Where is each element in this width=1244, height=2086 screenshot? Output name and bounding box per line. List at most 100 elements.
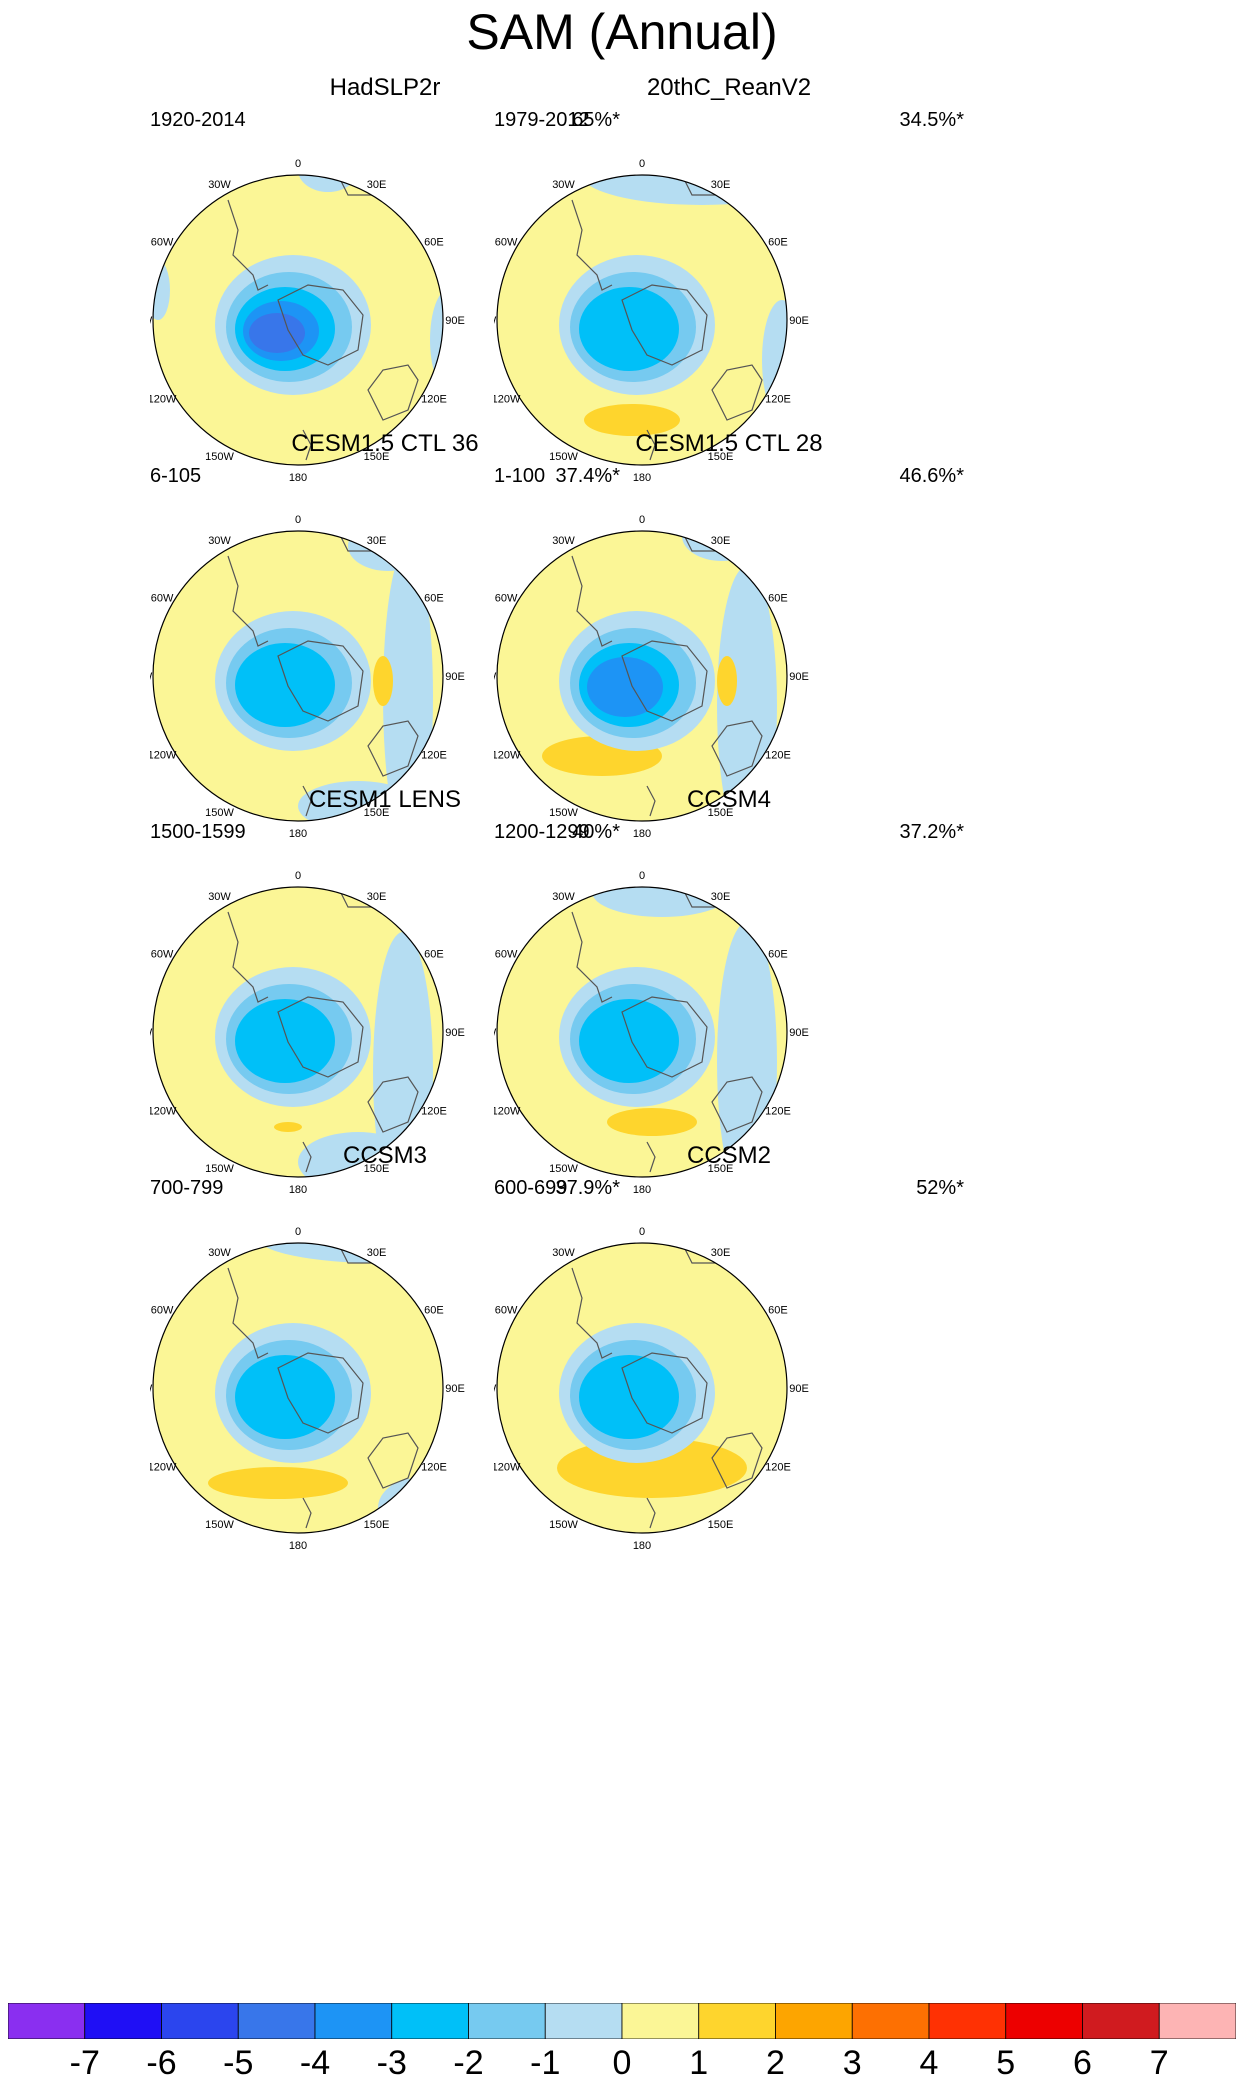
longitude-label: 120W xyxy=(494,1462,521,1474)
longitude-label: 60E xyxy=(424,237,444,249)
coastline xyxy=(227,555,269,647)
longitude-label: 120E xyxy=(765,394,791,406)
polar-map: 0 30E 60E 90E 120E 150E 180 150W 120W 90W 60W 30W xyxy=(494,158,809,484)
panel-title: HadSLP2r xyxy=(329,74,441,101)
colorbar-tick-label: -1 xyxy=(530,2044,561,2082)
longitude-label: 60E xyxy=(768,237,788,249)
colorbar-swatch xyxy=(1005,2003,1083,2039)
field-band-1-2 xyxy=(274,1122,302,1132)
coastline xyxy=(571,555,613,647)
longitude-label: 120E xyxy=(765,1106,791,1118)
variance-label: 52%* xyxy=(916,1177,964,1199)
colorbar-swatch xyxy=(314,2003,393,2039)
longitude-label: 30W xyxy=(552,179,575,191)
field-band-1-2 xyxy=(373,656,393,706)
longitude-label: 90W xyxy=(494,315,497,327)
coastline xyxy=(571,199,613,291)
map-panel: CESM1.5 CTL 36 6-105 37.4%* 0 30E 60E 90E 120E 1… xyxy=(150,430,620,870)
field-band-1-2 xyxy=(717,656,737,706)
longitude-label: 30E xyxy=(367,179,387,191)
colorbar-tick-label: 1 xyxy=(689,2044,709,2082)
panel-title: CESM1.5 CTL 36 xyxy=(291,430,479,457)
coastline xyxy=(367,720,419,777)
longitude-label: 180 xyxy=(633,472,651,484)
field-band-neg5 xyxy=(249,313,305,353)
colorbar-tick-label: 4 xyxy=(919,2044,939,2082)
map-boundary xyxy=(152,1242,444,1534)
colorbar-swatch xyxy=(84,2003,162,2039)
longitude-label: 0 xyxy=(295,158,301,170)
longitude-label: 90W xyxy=(150,1027,153,1039)
coastline xyxy=(277,1352,364,1434)
map-boundary xyxy=(152,530,444,822)
longitude-label: 0 xyxy=(639,158,645,170)
variance-label: 65%* xyxy=(572,109,620,131)
longitude-label: 30W xyxy=(208,891,231,903)
colorbar-swatch xyxy=(1158,2003,1236,2039)
coastline xyxy=(367,1432,419,1489)
longitude-label: 90W xyxy=(150,1383,153,1395)
map-panel: CESM1.5 CTL 28 1-100 46.6%* 0 30E 60E 90E 120E 1… xyxy=(494,430,964,870)
coastline xyxy=(711,720,763,777)
longitude-label: 30E xyxy=(367,535,387,547)
map-panel: CCSM4 1200-1299 37.2%* 0 30E 60E 90E 120E 150E 18… xyxy=(494,786,964,1226)
longitude-label: 60E xyxy=(424,949,444,961)
figure-title: SAM (Annual) xyxy=(466,4,778,60)
longitude-label: 150E xyxy=(708,1519,734,1531)
colorbar-tick-label: -6 xyxy=(146,2044,177,2082)
field-band-neg1-0 xyxy=(378,1478,443,1533)
period-label: 1500-1599 xyxy=(150,821,246,843)
colorbar-swatch xyxy=(621,2003,700,2039)
longitude-label: 30W xyxy=(552,535,575,547)
coastline xyxy=(302,429,312,461)
colorbar-swatch xyxy=(237,2003,316,2039)
longitude-label: 180 xyxy=(289,1540,307,1552)
map-panel: 20thC_ReanV2 1979-2012 34.5%* 0 30E 60E 90E 120… xyxy=(494,74,964,514)
coastline xyxy=(646,429,656,461)
longitude-label: 90W xyxy=(494,1027,497,1039)
longitude-label: 150W xyxy=(549,807,578,819)
period-label: 600-699 xyxy=(494,1177,568,1199)
longitude-label: 0 xyxy=(639,514,645,526)
variance-label: 37.9%* xyxy=(555,1177,621,1199)
longitude-label: 0 xyxy=(639,1226,645,1238)
longitude-label: 90E xyxy=(789,1027,809,1039)
longitude-label: 120W xyxy=(494,1106,521,1118)
longitude-label: 150E xyxy=(364,1519,390,1531)
colorbar-tick-label: 7 xyxy=(1149,2044,1169,2082)
longitude-label: 120E xyxy=(421,1462,447,1474)
longitude-label: 180 xyxy=(289,472,307,484)
longitude-label: 150W xyxy=(549,451,578,463)
longitude-label: 90E xyxy=(445,671,465,683)
variance-label: 46.6%* xyxy=(899,465,965,487)
longitude-label: 0 xyxy=(295,1226,301,1238)
map-boundary xyxy=(496,530,788,822)
panel-title: CCSM4 xyxy=(686,786,771,813)
field-band-1-2 xyxy=(208,1467,348,1499)
longitude-label: 60W xyxy=(151,1305,174,1317)
period-label: 1-100 xyxy=(494,465,546,487)
field-band-neg3 xyxy=(579,999,679,1083)
field-band-neg1-0 xyxy=(298,175,358,192)
longitude-label: 90E xyxy=(445,1027,465,1039)
longitude-label: 120E xyxy=(765,750,791,762)
longitude-label: 90E xyxy=(445,315,465,327)
longitude-label: 120E xyxy=(765,1462,791,1474)
longitude-label: 30W xyxy=(552,891,575,903)
coastline xyxy=(227,1267,269,1359)
longitude-label: 150E xyxy=(364,807,390,819)
longitude-label: 60W xyxy=(151,593,174,605)
longitude-label: 60W xyxy=(151,237,174,249)
colorbar-tick-label: -2 xyxy=(453,2044,484,2082)
field-band-neg1-0 xyxy=(582,175,787,205)
field-band-neg1-0 xyxy=(348,531,428,571)
coastline xyxy=(277,640,364,722)
longitude-label: 60W xyxy=(495,593,518,605)
colorbar-tick-label: -3 xyxy=(376,2044,407,2082)
longitude-label: 60W xyxy=(495,949,518,961)
variance-label: 34.5%* xyxy=(899,109,965,131)
coastline xyxy=(367,1076,419,1133)
coastline xyxy=(571,1267,613,1359)
coastline xyxy=(367,364,419,421)
variance-label: 37.2%* xyxy=(899,821,965,843)
